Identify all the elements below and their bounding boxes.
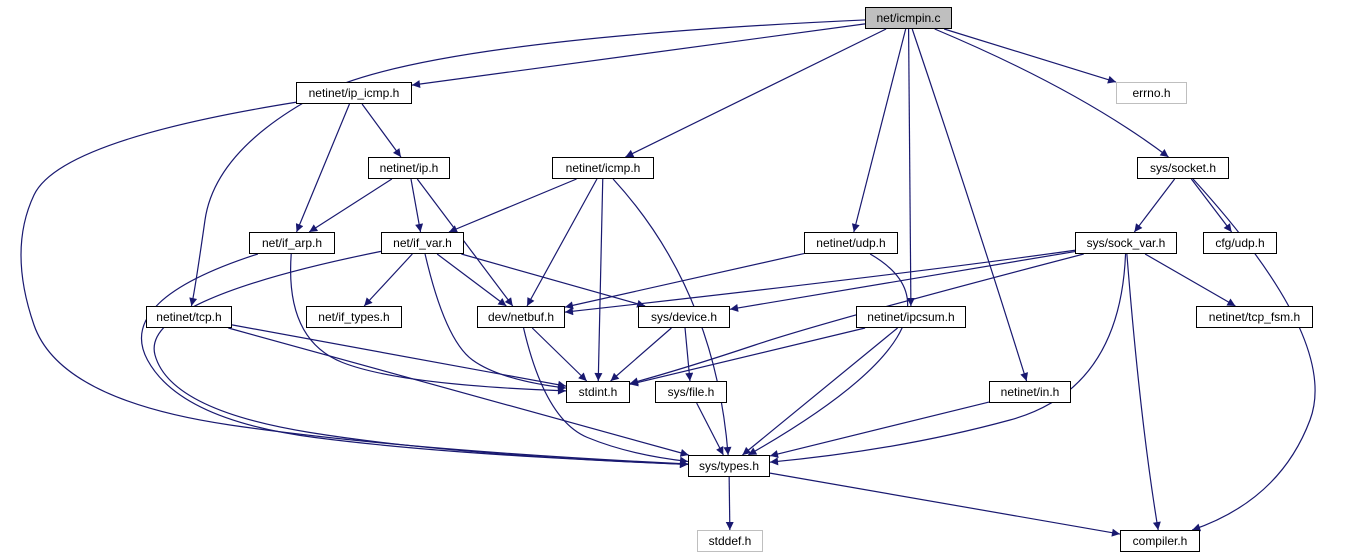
edge-icmp-to-netbuf — [526, 178, 598, 307]
edge-ip-to-if-arp — [308, 178, 393, 233]
edge-ip-to-if-var — [410, 178, 424, 233]
edge-if-var-to-types — [153, 250, 689, 469]
node-compiler[interactable]: compiler.h — [1120, 530, 1200, 552]
node-sock-var[interactable]: sys/sock_var.h — [1075, 232, 1177, 254]
edge-file-to-types — [696, 402, 724, 456]
edge-icmpin-to-socket — [934, 28, 1169, 158]
node-if-types[interactable]: net/if_types.h — [306, 306, 402, 328]
node-icmpin[interactable]: net/icmpin.c — [865, 7, 952, 29]
edge-ip-to-netbuf — [416, 178, 514, 307]
edge-sock-var-to-device — [729, 250, 1076, 312]
edge-ipcsum-to-stdint — [629, 327, 866, 387]
edge-icmpin-to-ipcsum — [906, 28, 915, 307]
node-socket[interactable]: sys/socket.h — [1137, 157, 1229, 179]
node-types[interactable]: sys/types.h — [688, 455, 770, 477]
node-cfg-udp[interactable]: cfg/udp.h — [1203, 232, 1277, 254]
node-ip[interactable]: netinet/ip.h — [368, 157, 450, 179]
edge-sock-var-to-netbuf — [564, 249, 1076, 316]
node-errno[interactable]: errno.h — [1116, 82, 1187, 104]
node-stdint[interactable]: stdint.h — [566, 381, 630, 403]
edge-icmpin-to-icmp — [625, 28, 887, 158]
edge-sock-var-to-compiler — [1126, 253, 1161, 531]
edge-if-arp-to-stdint — [290, 253, 567, 395]
node-if-arp[interactable]: net/if_arp.h — [249, 232, 335, 254]
node-udp[interactable]: netinet/udp.h — [804, 232, 898, 254]
node-stddef[interactable]: stddef.h — [697, 530, 763, 552]
edge-if-var-to-device — [461, 253, 646, 308]
edge-icmpin-to-errno — [943, 28, 1117, 84]
edge-tcp-to-stdint — [231, 324, 567, 389]
edge-tcp-to-types — [228, 327, 689, 457]
node-ipcsum[interactable]: netinet/ipcsum.h — [856, 306, 966, 328]
node-icmp[interactable]: netinet/icmp.h — [552, 157, 654, 179]
node-in[interactable]: netinet/in.h — [989, 381, 1071, 403]
edge-sock-var-to-tcp-fsm — [1144, 253, 1236, 307]
edge-icmpin-to-udp — [851, 28, 907, 233]
edge-icmpin-to-in — [911, 28, 1028, 382]
edge-netbuf-to-stdint — [531, 327, 588, 382]
edge-udp-to-netbuf — [564, 252, 805, 310]
edge-sock-var-to-stdint — [629, 253, 1084, 386]
node-tcp-fsm[interactable]: netinet/tcp_fsm.h — [1196, 306, 1313, 328]
edge-ipcsum-to-types — [742, 327, 898, 456]
edge-device-to-stdint — [610, 327, 672, 382]
edge-types-to-compiler — [769, 472, 1121, 537]
edge-if-var-to-stdint — [424, 253, 567, 392]
edge-ip-icmp-to-ip — [361, 103, 402, 158]
edge-types-to-stddef — [725, 476, 734, 531]
edge-socket-to-cfg-udp — [1190, 178, 1233, 233]
node-if-var[interactable]: net/if_var.h — [381, 232, 464, 254]
edge-in-to-types — [769, 401, 990, 458]
node-netbuf[interactable]: dev/netbuf.h — [477, 306, 565, 328]
edge-device-to-file — [684, 327, 694, 382]
edge-if-var-to-netbuf — [436, 253, 507, 307]
edge-socket-to-sock-var — [1133, 178, 1176, 233]
edge-icmp-to-stdint — [594, 178, 604, 382]
edge-socket-to-compiler — [1192, 178, 1316, 532]
node-file[interactable]: sys/file.h — [655, 381, 727, 403]
edge-sock-var-to-types — [769, 253, 1127, 466]
edge-if-var-to-if-types — [363, 253, 413, 307]
edge-ip-icmp-to-if-arp — [295, 103, 351, 233]
edge-icmpin-to-ip-icmp — [411, 23, 866, 89]
edge-udp-to-types — [747, 253, 909, 456]
node-ip-icmp[interactable]: netinet/ip_icmp.h — [296, 82, 412, 104]
node-device[interactable]: sys/device.h — [638, 306, 730, 328]
edge-icmp-to-if-var — [448, 178, 577, 233]
edge-icmp-to-types — [612, 178, 732, 456]
node-tcp[interactable]: netinet/tcp.h — [146, 306, 232, 328]
edge-netbuf-to-types — [522, 327, 689, 465]
